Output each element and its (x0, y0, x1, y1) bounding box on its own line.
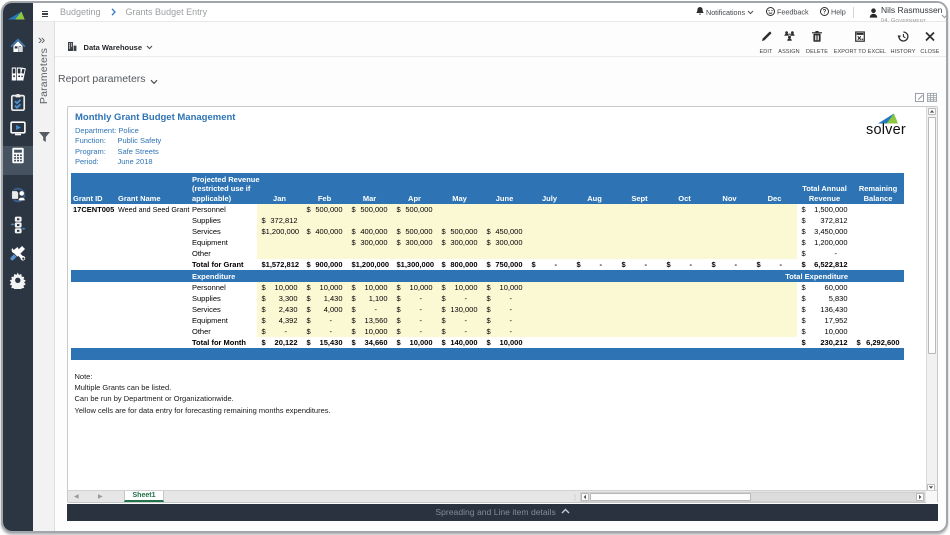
svg-text:?: ? (823, 10, 827, 16)
